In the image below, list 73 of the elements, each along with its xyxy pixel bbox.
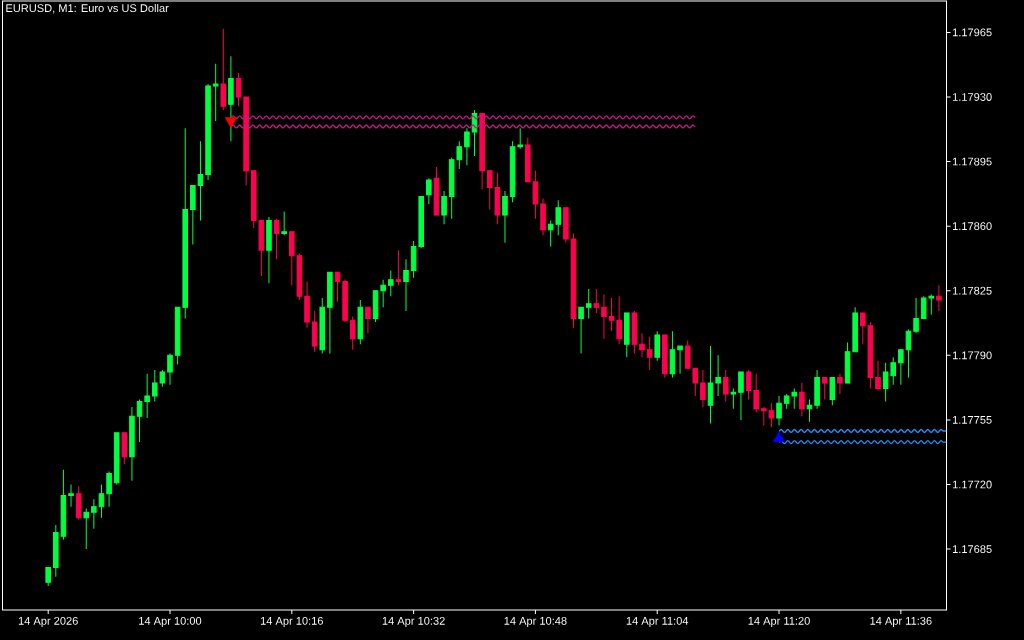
candlestick (197, 140, 204, 222)
candlestick (898, 349, 904, 386)
candlestick (654, 330, 661, 362)
x-tick-label: 14 Apr 11:04 (626, 616, 689, 627)
candlestick (616, 295, 622, 345)
candlestick (365, 306, 371, 334)
candlestick (715, 354, 721, 397)
candlestick (167, 352, 173, 386)
candlestick (83, 508, 90, 550)
y-tick-label: 1.17825 (952, 286, 992, 295)
candlestick (722, 369, 729, 402)
candlestick (441, 190, 447, 225)
candlestick (349, 316, 356, 351)
y-tick-label: 1.17965 (952, 28, 992, 37)
chart-title: EURUSD, M1: Euro vs US Dollar (6, 3, 169, 14)
candlestick (212, 63, 219, 122)
candlestick (106, 471, 112, 508)
y-tick-label: 1.17860 (952, 222, 992, 231)
candlestick (464, 127, 470, 166)
candlestick (821, 376, 828, 401)
candlestick (190, 185, 196, 246)
candlestick (593, 288, 600, 314)
candlestick (936, 284, 942, 312)
candlestick (677, 345, 683, 375)
candlestick (875, 360, 881, 391)
candlestick (585, 288, 592, 319)
y-tick-label: 1.17685 (952, 545, 992, 554)
candlestick (829, 376, 836, 406)
candlestick (776, 395, 782, 426)
candlestick (403, 258, 409, 312)
candlestick (380, 279, 386, 308)
candlestick (601, 293, 607, 340)
candlestick (273, 218, 280, 260)
candlestick (281, 210, 287, 236)
candlestick (837, 373, 843, 395)
candlestick (235, 72, 242, 107)
y-tick-label: 1.17895 (952, 157, 992, 166)
x-tick-label: 14 Apr 2026 (18, 616, 78, 627)
candlestick (387, 269, 394, 297)
candlestick (730, 388, 737, 410)
x-tick-label: 14 Apr 10:00 (139, 616, 202, 627)
candlestick (311, 310, 318, 353)
candlestick (144, 373, 150, 419)
x-tick-label: 14 Apr 10:16 (260, 616, 323, 627)
candlestick (91, 498, 97, 530)
candlestick (608, 297, 615, 332)
candlestick (799, 382, 805, 417)
x-tick-label: 14 Apr 10:48 (504, 616, 567, 627)
candlestick (220, 28, 227, 111)
candlestick (639, 332, 645, 358)
candlestick (707, 345, 714, 425)
candlestick (646, 336, 653, 371)
x-tick-label: 14 Apr 10:32 (382, 616, 445, 627)
candlestick (136, 399, 143, 443)
candlestick (68, 484, 74, 508)
y-tick-label: 1.17930 (952, 93, 992, 101)
y-tick-label: 1.17790 (952, 351, 992, 360)
candlestick (700, 369, 706, 408)
y-tick-label: 1.17755 (952, 416, 992, 424)
candlestick (913, 297, 919, 334)
x-tick-label: 14 Apr 11:20 (748, 616, 810, 627)
candlestick (98, 484, 105, 519)
candlestick (75, 485, 82, 521)
candlestick (395, 249, 402, 286)
candlestick (502, 190, 508, 244)
candlestick (45, 567, 51, 587)
candlestick (426, 177, 432, 205)
candlestick (121, 432, 128, 465)
y-tick-label: 1.17720 (952, 480, 992, 489)
candlestick (578, 306, 584, 354)
x-tick-label: 14 Apr 11:36 (870, 616, 932, 627)
candlestick (738, 371, 744, 421)
candlestick (669, 330, 676, 378)
